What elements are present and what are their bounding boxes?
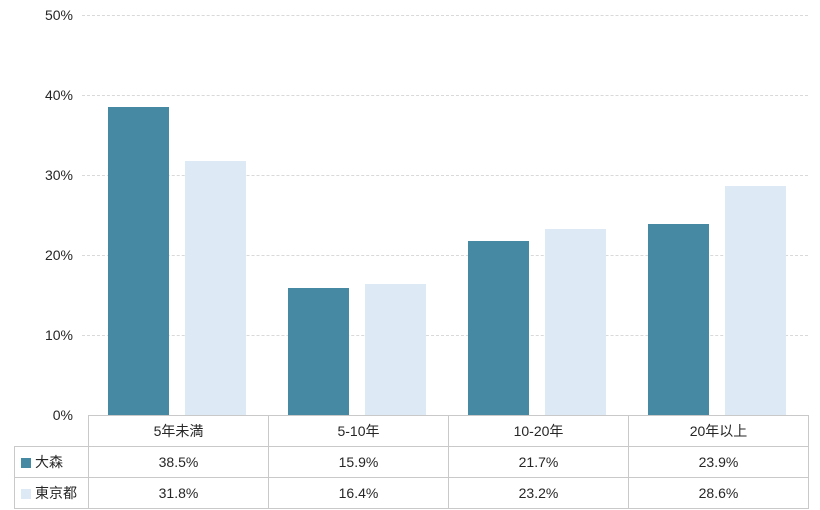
table-corner-cell (15, 416, 89, 447)
value-cell: 21.7% (448, 446, 629, 478)
category-row: 5年未満 5-10年 10-20年 20年以上 (15, 415, 809, 447)
value-cell: 16.4% (268, 477, 449, 509)
category-label: 20年以上 (628, 415, 809, 447)
y-tick-label-20: 20% (44, 247, 73, 263)
bar-tokyo-cat2 (545, 229, 606, 415)
bar-omori-cat2 (468, 241, 529, 415)
bar-tokyo-cat0 (185, 160, 246, 415)
bar-omori-cat3 (648, 223, 709, 415)
category-label: 5年未満 (88, 415, 269, 447)
plot-area (82, 15, 808, 415)
data-table: 5年未満 5-10年 10-20年 20年以上 大森 38.5% 15.9% 2… (14, 415, 809, 509)
bar-tokyo-cat3 (725, 186, 786, 415)
y-tick-label-0: 0% (52, 407, 73, 423)
table-row-tokyo: 東京都 31.8% 16.4% 23.2% 28.6% (14, 477, 809, 509)
gridline-40pct (82, 95, 808, 96)
y-axis: 0% 10% 20% 30% 40% 50% (0, 0, 73, 510)
gridline-20pct (82, 255, 808, 256)
gridline-10pct (82, 335, 808, 336)
legend-marker-omori-icon (21, 458, 31, 468)
category-label: 10-20年 (448, 415, 629, 447)
value-cell: 31.8% (88, 477, 269, 509)
legend-cell-tokyo: 東京都 (14, 477, 89, 509)
legend-marker-tokyo-icon (21, 489, 31, 499)
bar-omori-cat1 (288, 287, 349, 415)
value-cell: 28.6% (628, 477, 809, 509)
legend-label-tokyo: 東京都 (35, 485, 77, 501)
value-cell: 38.5% (88, 446, 269, 478)
table-row-omori: 大森 38.5% 15.9% 21.7% 23.9% (14, 446, 809, 478)
y-tick-label-30: 30% (44, 167, 73, 183)
value-cell: 15.9% (268, 446, 449, 478)
gridline-50pct (82, 15, 808, 16)
legend-label-omori: 大森 (35, 454, 63, 470)
gridline-30pct (82, 175, 808, 176)
value-cell: 23.2% (448, 477, 629, 509)
y-tick-label-10: 10% (44, 327, 73, 343)
value-cell: 23.9% (628, 446, 809, 478)
category-label: 5-10年 (268, 415, 449, 447)
y-tick-label-50: 50% (44, 7, 73, 23)
legend-cell-omori: 大森 (14, 446, 89, 478)
y-tick-label-40: 40% (44, 87, 73, 103)
bar-omori-cat0 (108, 107, 169, 415)
bar-tokyo-cat1 (365, 283, 426, 415)
